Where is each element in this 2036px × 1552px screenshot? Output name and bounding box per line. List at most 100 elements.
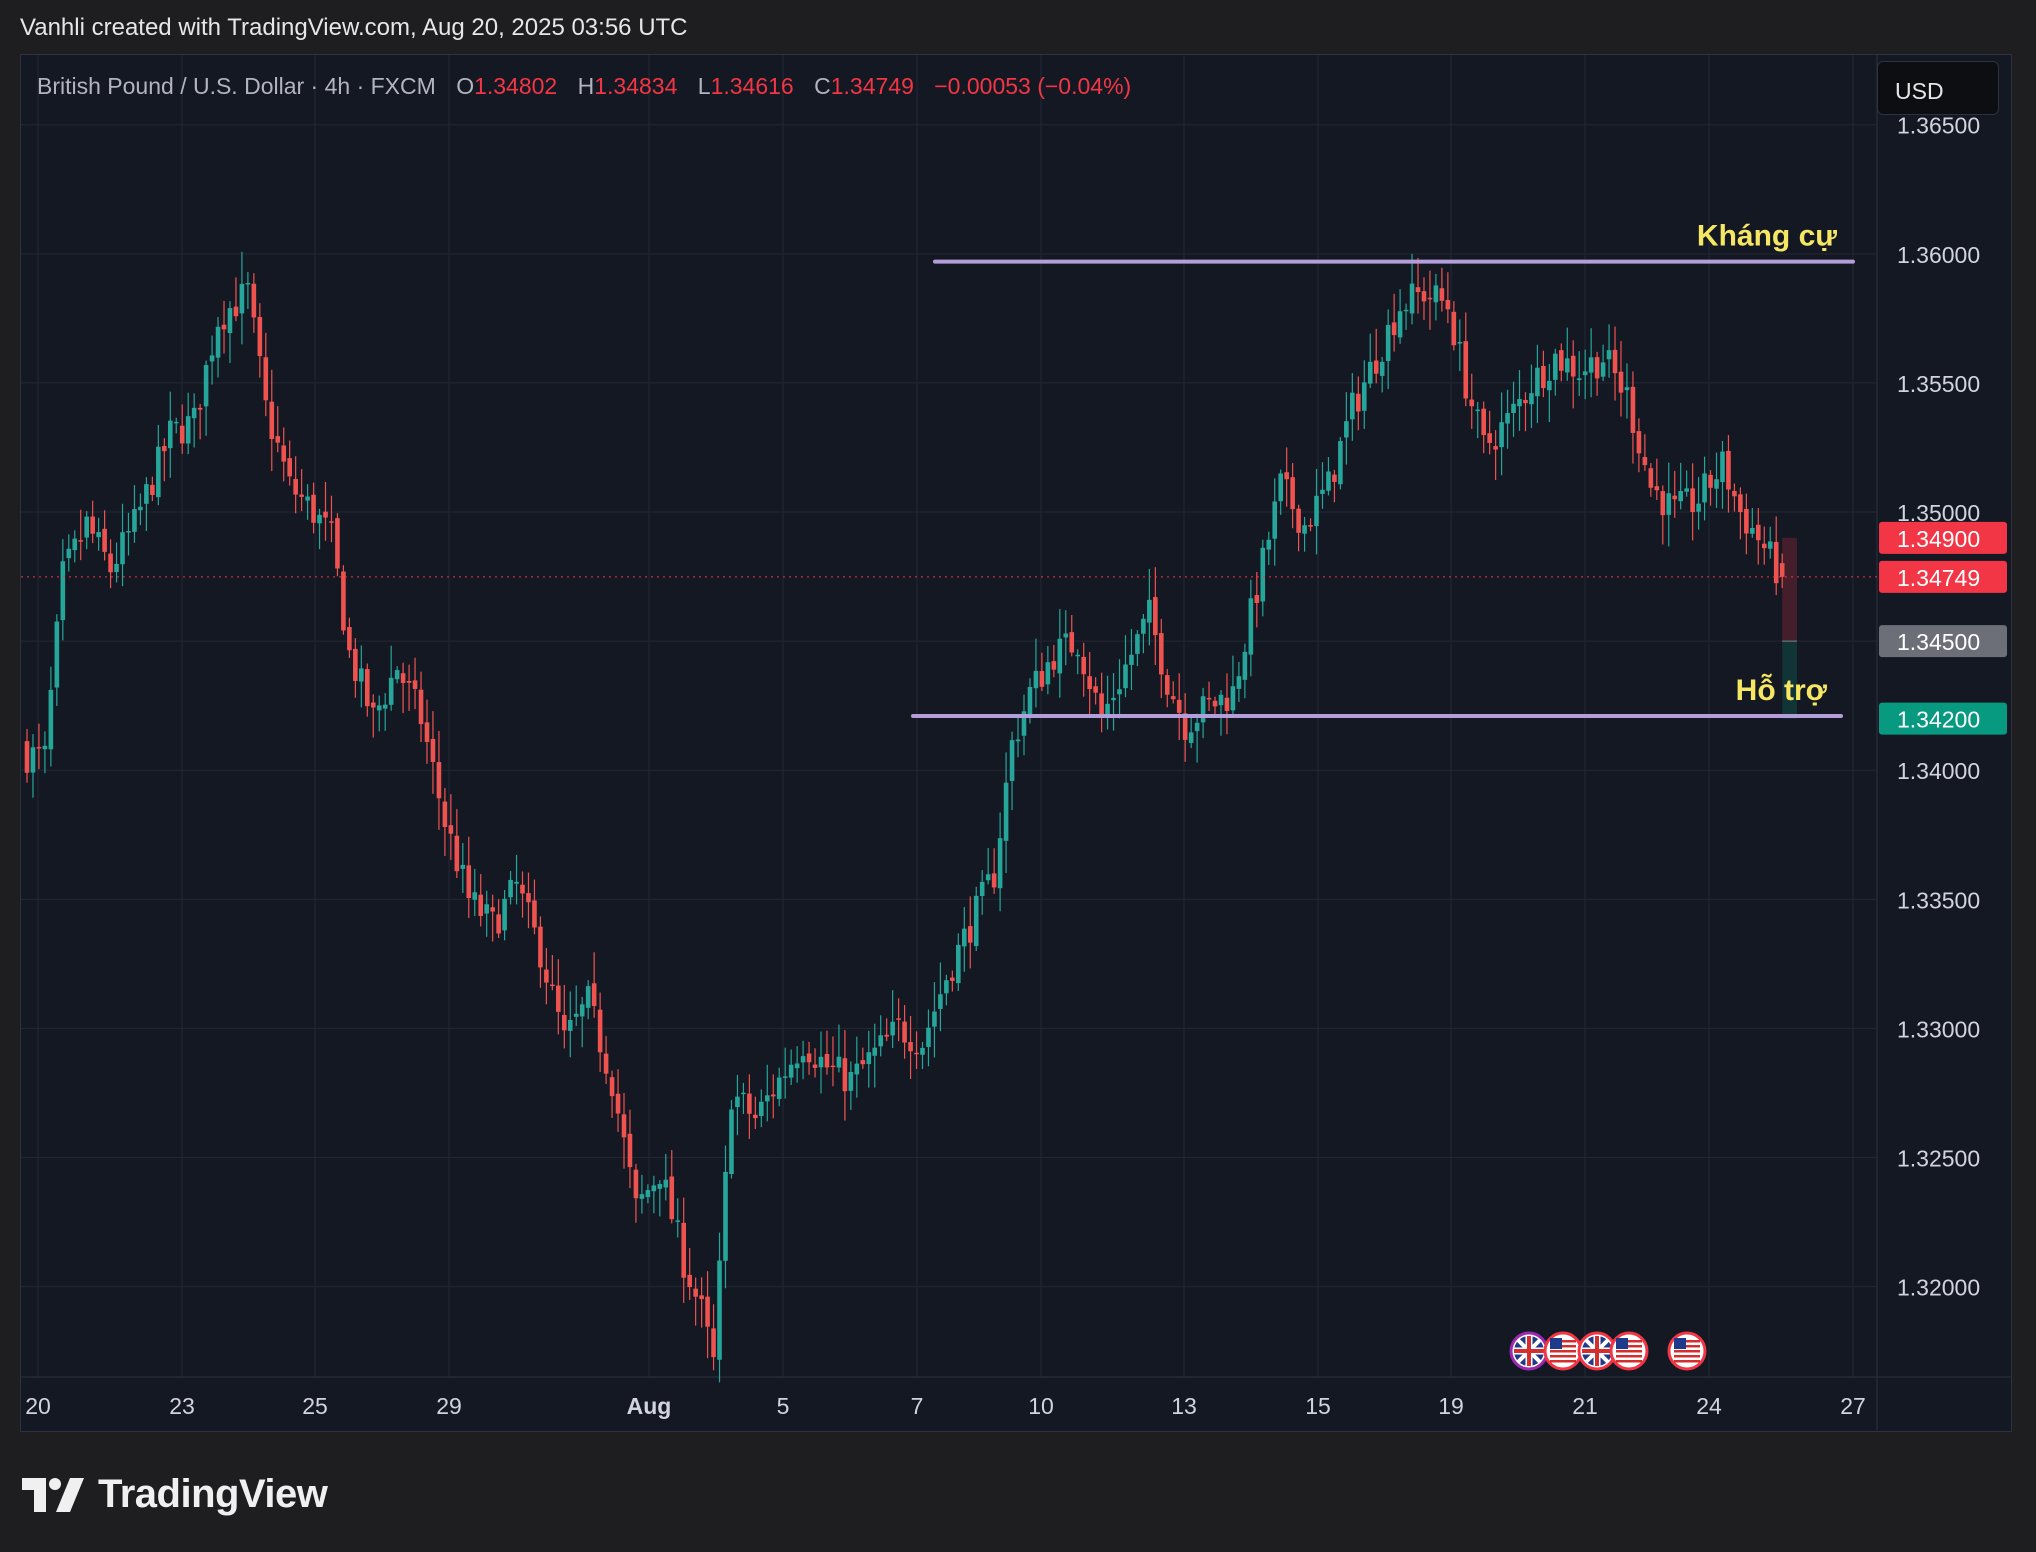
- candle: [1457, 319, 1463, 371]
- candle-body: [293, 478, 298, 495]
- candle: [359, 645, 364, 708]
- candle-body: [156, 446, 161, 498]
- candle-body: [729, 1109, 734, 1175]
- candle-body: [806, 1053, 812, 1063]
- candle: [514, 854, 519, 905]
- candle-body: [824, 1053, 830, 1068]
- candle: [1296, 504, 1301, 552]
- candle-body: [1624, 387, 1630, 391]
- price-tick-label: 1.34000: [1897, 758, 1980, 784]
- candle: [603, 1036, 609, 1084]
- attribution-text: Vanhli created with TradingView.com, Aug…: [20, 14, 688, 41]
- candle: [1099, 672, 1104, 733]
- candle-body: [1117, 689, 1122, 695]
- candle: [669, 1150, 675, 1224]
- candle: [550, 954, 555, 991]
- candle-body: [657, 1183, 663, 1189]
- candle-body: [1254, 595, 1260, 603]
- candle-body: [412, 680, 418, 689]
- candle-body: [466, 865, 472, 899]
- candle: [102, 510, 107, 561]
- candle-body: [1618, 371, 1624, 393]
- candle-body: [711, 1328, 716, 1358]
- candle-body: [1523, 400, 1528, 404]
- candle: [621, 1093, 627, 1169]
- candle-body: [1642, 456, 1648, 466]
- candle-body: [347, 627, 352, 651]
- time-tick-label: 13: [1171, 1393, 1197, 1419]
- candle: [884, 1018, 889, 1042]
- time-tick-label: 27: [1840, 1393, 1866, 1419]
- candle-body: [179, 425, 185, 444]
- candle-body: [1021, 711, 1027, 736]
- candle: [532, 879, 537, 935]
- candle: [1708, 470, 1713, 506]
- candle-body: [1332, 474, 1337, 482]
- price-chart[interactable]: Kháng cự Hỗ trợ 1.36500 1.36000 1.35500 1.350…: [21, 55, 2012, 1432]
- currency-button[interactable]: USD: [1877, 61, 1999, 115]
- candle: [60, 539, 66, 641]
- candle: [1278, 469, 1283, 515]
- candle: [705, 1271, 710, 1359]
- candle: [96, 517, 101, 551]
- time-tick-label: 21: [1572, 1393, 1598, 1419]
- candle-body: [1236, 676, 1242, 689]
- candle: [454, 809, 460, 879]
- candle: [263, 332, 269, 417]
- candle-body: [1356, 393, 1361, 412]
- candle-body: [597, 1009, 603, 1053]
- candle-body: [1493, 446, 1498, 450]
- candle: [424, 699, 430, 764]
- candle: [1672, 470, 1678, 518]
- candle: [1039, 652, 1045, 692]
- candle: [645, 1184, 651, 1204]
- symbol-legend: British Pound / U.S. Dollar · 4h · FXCM …: [37, 73, 1131, 100]
- candle-body: [263, 357, 269, 401]
- candle: [609, 1070, 615, 1118]
- candle: [1576, 351, 1582, 396]
- candle: [979, 870, 985, 915]
- close-value: 1.34749: [830, 73, 914, 99]
- candle-body: [329, 521, 334, 523]
- candle-body: [162, 446, 167, 452]
- candle: [1391, 293, 1397, 352]
- level-label: Hỗ trợ: [1736, 673, 1828, 707]
- candle: [1350, 373, 1355, 441]
- candle-body: [717, 1260, 722, 1360]
- candle: [1248, 579, 1254, 677]
- candle: [36, 723, 42, 770]
- time-tick-label: 19: [1438, 1393, 1464, 1419]
- candle: [1230, 655, 1236, 716]
- brand-footer[interactable]: TradingView: [22, 1472, 328, 1517]
- candle-body: [78, 540, 84, 542]
- candle: [1063, 610, 1069, 666]
- candle: [1744, 493, 1749, 555]
- candle: [1320, 462, 1325, 509]
- candle: [90, 500, 95, 544]
- candle-body: [1320, 489, 1325, 494]
- candle-body: [376, 705, 382, 711]
- candle: [305, 484, 310, 520]
- candle: [1218, 690, 1224, 736]
- candle: [920, 1041, 925, 1070]
- candle-body: [908, 1042, 913, 1052]
- price-tick-label: 1.35000: [1897, 500, 1980, 526]
- candle-body: [370, 702, 376, 708]
- time-tick-label: 25: [302, 1393, 328, 1419]
- candle: [579, 996, 585, 1048]
- candle-body: [1350, 392, 1355, 420]
- candle-body: [233, 306, 239, 317]
- candle-body: [1403, 309, 1409, 312]
- candle-body: [1612, 349, 1618, 374]
- candle-body: [42, 745, 48, 750]
- chart-panel[interactable]: Kháng cự Hỗ trợ 1.36500 1.36000 1.35500 1.350…: [20, 54, 2012, 1432]
- candle-body: [585, 986, 591, 1008]
- candle-body: [96, 532, 101, 538]
- candle: [1164, 668, 1170, 708]
- candle: [663, 1153, 669, 1201]
- candle: [985, 847, 991, 885]
- candle-body: [562, 1014, 567, 1031]
- candle: [1194, 713, 1200, 763]
- candle: [1367, 333, 1373, 388]
- candle-body: [60, 561, 66, 621]
